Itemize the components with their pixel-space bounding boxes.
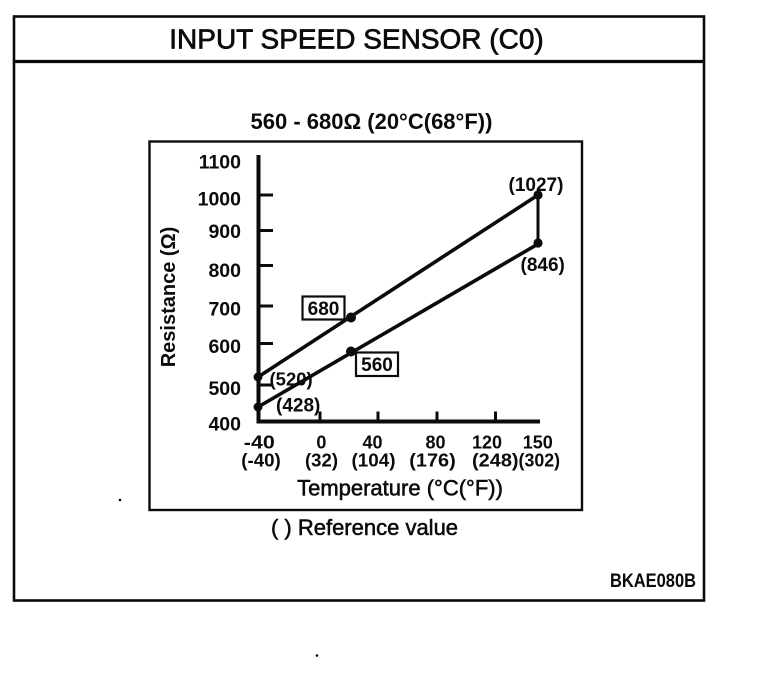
svg-text:Temperature (°C(°F)): Temperature (°C(°F)): [297, 476, 503, 501]
svg-text:680: 680: [308, 299, 340, 320]
svg-text:500: 500: [208, 378, 241, 400]
svg-text:(176): (176): [409, 451, 456, 471]
svg-text:( ) Reference value: ( ) Reference value: [271, 515, 458, 540]
svg-text:80: 80: [425, 432, 445, 452]
svg-text:120: 120: [472, 432, 502, 452]
svg-text:1000: 1000: [198, 189, 242, 211]
svg-text:(846): (846): [521, 255, 565, 276]
svg-text:0: 0: [316, 432, 326, 452]
svg-text:(520): (520): [270, 369, 313, 390]
svg-text:BKAE080B: BKAE080B: [610, 571, 696, 592]
svg-text:(428): (428): [276, 396, 320, 417]
svg-text:1100: 1100: [199, 152, 241, 174]
svg-text:INPUT SPEED SENSOR (C0): INPUT SPEED SENSOR (C0): [169, 24, 543, 55]
svg-text:(32): (32): [305, 451, 338, 471]
svg-text:900: 900: [208, 221, 241, 243]
svg-text:(302): (302): [519, 451, 561, 471]
svg-text:40: 40: [362, 432, 382, 452]
svg-text:800: 800: [208, 260, 241, 282]
svg-text:(1027): (1027): [509, 175, 564, 196]
svg-text:700: 700: [208, 299, 241, 321]
svg-text:-40: -40: [244, 432, 275, 452]
svg-text:Resistance (Ω): Resistance (Ω): [158, 227, 180, 368]
svg-text:560: 560: [361, 355, 393, 376]
svg-text:400: 400: [208, 414, 241, 436]
svg-text:(104): (104): [352, 451, 396, 471]
svg-text:(-40): (-40): [241, 451, 281, 471]
svg-text:(248): (248): [472, 451, 519, 471]
svg-text:560 - 680Ω (20°C(68°F)): 560 - 680Ω (20°C(68°F)): [251, 109, 493, 134]
svg-text:600: 600: [208, 336, 241, 358]
svg-text:150: 150: [523, 432, 553, 452]
